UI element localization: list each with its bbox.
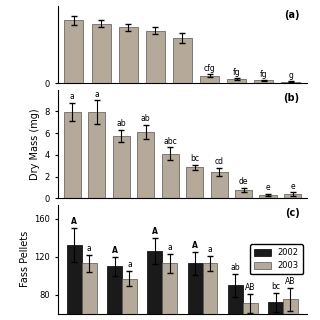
Text: cd: cd xyxy=(215,157,224,166)
Bar xyxy=(211,172,228,198)
Bar xyxy=(122,279,137,320)
Text: de: de xyxy=(239,177,248,186)
Text: abc: abc xyxy=(163,137,177,146)
Bar xyxy=(137,132,154,198)
Text: ab: ab xyxy=(116,119,126,128)
Bar xyxy=(92,24,110,83)
Text: a: a xyxy=(70,92,75,101)
Legend: 2002, 2003: 2002, 2003 xyxy=(250,244,303,275)
Bar xyxy=(113,136,130,198)
Text: a: a xyxy=(94,90,99,99)
Text: bc: bc xyxy=(271,282,280,291)
Text: (b): (b) xyxy=(284,93,300,103)
Text: bc: bc xyxy=(190,154,199,163)
Bar xyxy=(119,27,138,83)
Bar xyxy=(107,266,122,320)
Bar xyxy=(203,263,217,320)
Text: a: a xyxy=(208,245,212,254)
Y-axis label: Dry Mass (mg): Dry Mass (mg) xyxy=(30,108,40,180)
Text: AB: AB xyxy=(245,283,255,292)
Text: a: a xyxy=(127,260,132,269)
Text: e: e xyxy=(266,183,270,192)
Bar xyxy=(186,167,203,198)
Text: ab: ab xyxy=(141,114,150,123)
Text: A: A xyxy=(112,246,117,255)
Bar xyxy=(235,190,252,198)
Text: (c): (c) xyxy=(285,208,300,218)
Bar xyxy=(200,76,219,83)
Text: fg: fg xyxy=(233,68,240,77)
Bar xyxy=(82,263,97,320)
Bar xyxy=(188,263,203,320)
Bar xyxy=(162,154,179,198)
Text: a: a xyxy=(87,244,92,253)
Bar xyxy=(284,194,301,198)
Bar xyxy=(64,112,81,198)
Bar xyxy=(227,79,246,83)
Text: fg: fg xyxy=(260,70,268,79)
Text: e: e xyxy=(290,182,295,191)
Text: cfg: cfg xyxy=(204,64,215,73)
Text: A: A xyxy=(71,217,77,226)
Text: A: A xyxy=(192,241,198,250)
Bar xyxy=(146,31,165,83)
Bar xyxy=(260,195,276,198)
Bar xyxy=(254,80,273,83)
Bar xyxy=(173,38,192,83)
Bar xyxy=(162,263,177,320)
Bar xyxy=(228,285,243,320)
Bar xyxy=(281,82,300,83)
Text: a: a xyxy=(167,243,172,252)
Y-axis label: Fass Pellets: Fass Pellets xyxy=(20,231,30,287)
Bar xyxy=(243,303,258,320)
Bar xyxy=(283,300,298,320)
Bar xyxy=(64,20,84,83)
Bar xyxy=(67,244,82,320)
Text: AB: AB xyxy=(285,277,296,286)
Text: (a): (a) xyxy=(284,10,300,20)
Bar xyxy=(268,302,283,320)
Bar xyxy=(88,112,105,198)
Text: ab: ab xyxy=(230,263,240,272)
Text: A: A xyxy=(152,227,158,236)
Bar xyxy=(148,251,162,320)
Text: g: g xyxy=(289,71,293,80)
